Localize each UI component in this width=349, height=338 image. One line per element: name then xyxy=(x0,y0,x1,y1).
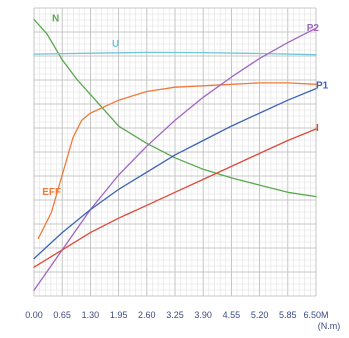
series-label-p2: P2 xyxy=(307,23,320,34)
x-tick-label: 1.95 xyxy=(110,310,128,320)
x-tick-label: 4.55 xyxy=(223,310,241,320)
series-labels: N U EFF P2 P1 I xyxy=(42,14,328,199)
x-tick-label: 0.65 xyxy=(53,310,71,320)
series-label-u: U xyxy=(112,39,119,50)
x-tick-label: 5.20 xyxy=(251,310,269,320)
x-tick-label: 1.30 xyxy=(82,310,100,320)
x-tick-label: 3.90 xyxy=(194,310,212,320)
series-label-i: I xyxy=(316,123,319,134)
grid-major xyxy=(33,7,317,297)
series-label-eff: EFF xyxy=(42,187,61,198)
x-tick-label: 2.60 xyxy=(138,310,156,320)
x-tick-label: 6.50M xyxy=(303,310,328,320)
x-tick-label: 0.00 xyxy=(25,310,43,320)
series-line-p1 xyxy=(33,87,317,260)
series-label-n: N xyxy=(52,14,59,25)
series-line-p2 xyxy=(33,27,317,291)
x-tick-label: 5.85 xyxy=(279,310,297,320)
x-tick-label: 3.25 xyxy=(166,310,184,320)
series-layer xyxy=(33,18,317,291)
series-line-n xyxy=(33,18,317,198)
series-label-p1: P1 xyxy=(316,81,329,92)
x-axis-ticks: 0.00 0.65 1.30 1.95 2.60 3.25 3.90 4.55 5.20 5.85… xyxy=(25,310,328,320)
series-line-eff xyxy=(37,82,317,240)
series-line-i xyxy=(33,128,317,268)
x-axis-label: (N.m) xyxy=(318,321,341,331)
